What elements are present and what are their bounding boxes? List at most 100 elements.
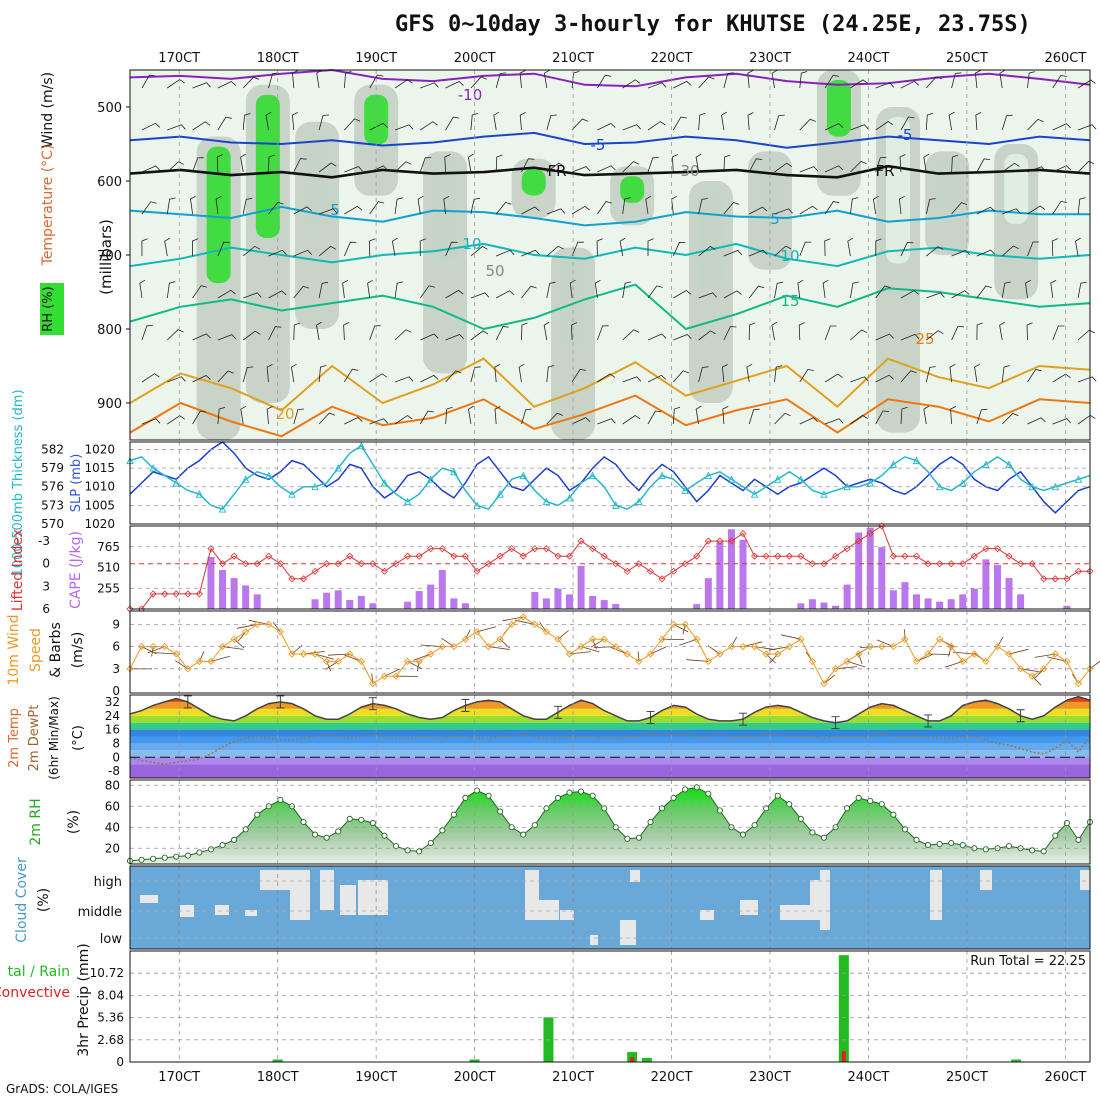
rh-point-47 — [670, 794, 677, 801]
cape-bar-62 — [843, 584, 851, 609]
precip-bar-4 — [641, 1057, 652, 1062]
cloud-gap-5 — [290, 870, 310, 920]
upper-wind-barb — [419, 238, 426, 257]
rh-core-0 — [206, 146, 231, 284]
slp-tick-2: 1010 — [84, 480, 115, 494]
wind-barb-76 — [1008, 648, 1029, 655]
rh-title-b: (%) — [66, 810, 82, 834]
thickness-marker — [1028, 482, 1036, 491]
upper-wind-barb — [292, 70, 299, 89]
lifted-marker-24 — [404, 552, 412, 560]
upper-wind-barb — [521, 249, 540, 257]
wind-marker-8 — [218, 642, 227, 651]
temp-errorbar-5 — [183, 695, 192, 709]
wind-marker-48 — [681, 620, 689, 629]
upper-wind-barb — [546, 208, 566, 215]
upper-wind-barb — [192, 157, 204, 173]
rh-point-58 — [797, 815, 804, 822]
wind-marker-74 — [982, 657, 990, 666]
precip-bar-5 — [469, 1059, 480, 1062]
wind-marker-34 — [519, 613, 527, 621]
upper-wind-barb — [141, 418, 161, 425]
upper-wind-barb — [974, 70, 981, 89]
lifted-marker-56 — [774, 552, 782, 560]
wind-marker-50 — [704, 657, 712, 666]
temp-errorbar-77 — [1016, 709, 1025, 723]
thickness-marker — [450, 467, 458, 476]
wind-barb-47 — [673, 624, 689, 633]
contour-label-13: 30 — [680, 162, 699, 180]
slp-tick-0: 1020 — [84, 442, 115, 456]
pressure-label-600: 600 — [97, 175, 122, 190]
lifted-marker-38 — [565, 552, 574, 560]
upper-wind-barb — [799, 368, 814, 383]
upper-wind-barb — [976, 408, 988, 425]
upper-wind-barb — [1052, 165, 1071, 173]
wind-marker-6 — [195, 657, 204, 666]
upper-wind-barb — [850, 329, 868, 341]
upper-wind-barb — [495, 72, 507, 89]
upper-wind-barb — [824, 165, 844, 173]
wind-marker-14 — [288, 650, 296, 658]
rh-point-30 — [473, 787, 481, 794]
upper-wind-barb — [344, 241, 357, 257]
upper-wind-barb — [1001, 114, 1013, 131]
upper-wind-barb — [723, 154, 731, 173]
upper-wind-barb — [999, 321, 1005, 341]
temp-band-5 — [130, 729, 1090, 737]
bottom-tick-230CT: 230CT — [749, 1070, 791, 1085]
temp-errorbar-45 — [646, 711, 655, 724]
upper-wind-barb — [749, 249, 768, 257]
lifted-marker-47 — [670, 567, 678, 575]
upper-wind-barb — [597, 123, 616, 131]
upper-wind-barb — [622, 124, 641, 131]
upper-wind-barb — [622, 281, 632, 299]
rh-point-55 — [763, 805, 770, 812]
wind-marker-41 — [600, 635, 608, 643]
upper-wind-barb — [571, 368, 587, 383]
temp-line — [129, 695, 1091, 724]
upper-wind-barb — [167, 415, 185, 425]
thickness-tick-1: 579 — [41, 461, 64, 475]
upper-wind-barb — [493, 111, 500, 131]
rh-point-57 — [786, 801, 793, 808]
thickness-tick-0: 582 — [41, 442, 64, 456]
thickness-marker — [496, 490, 504, 498]
thickness-marker — [426, 475, 435, 483]
upper-wind-barb — [875, 410, 889, 425]
wind-title-b: Speed — [28, 628, 44, 672]
upper-wind-barb — [622, 376, 642, 383]
thickness-marker — [889, 460, 898, 468]
upper-wind-barb — [748, 285, 765, 299]
wind-marker-16 — [311, 650, 319, 658]
cloud-gap-2 — [215, 905, 229, 915]
temp-band-0 — [130, 764, 1090, 778]
upper-wind-barb — [850, 376, 869, 383]
upper-wind-barb — [571, 205, 590, 215]
lifted-index-line — [130, 525, 1090, 610]
wind-marker-19 — [346, 650, 354, 658]
upper-wind-barb — [192, 285, 207, 299]
wind-title-c: & Barbs — [48, 622, 64, 678]
rh-axis-label: RH (%) — [41, 286, 56, 331]
upper-wind-barb — [900, 290, 919, 299]
lifted-marker-2 — [149, 590, 157, 598]
precip-title-a: tal / Rain — [8, 964, 70, 980]
lifted-marker-32 — [496, 552, 504, 560]
cloud-gap-23 — [1080, 870, 1090, 890]
rh-point-16 — [312, 831, 319, 838]
cape-bar-7 — [207, 556, 215, 609]
upper-wind-barb — [467, 153, 474, 173]
upper-wind-barb — [824, 201, 840, 215]
thickness-marker — [265, 471, 273, 479]
upper-wind-barb — [850, 160, 867, 173]
lifted-marker-28 — [450, 552, 458, 560]
wind-barb-71 — [948, 646, 952, 657]
cape-bar-51 — [716, 542, 724, 609]
lifted-marker-39 — [577, 537, 585, 545]
top-tick-250CT: 250CT — [946, 51, 988, 66]
upper-wind-barb — [1050, 279, 1057, 299]
wind-marker-75 — [993, 642, 1002, 651]
rh-point-32 — [497, 808, 504, 815]
wind-marker-57 — [785, 642, 793, 651]
